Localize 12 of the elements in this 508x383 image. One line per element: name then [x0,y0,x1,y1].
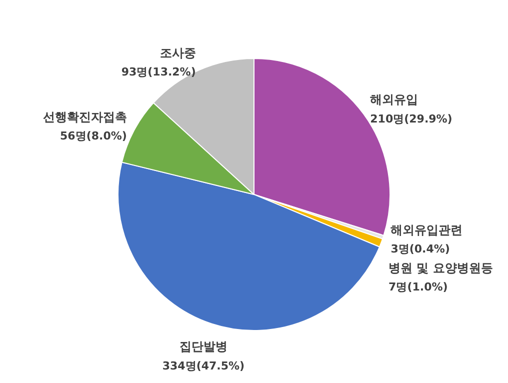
data-label: 210명(29.9%) [370,112,452,126]
slice-label: 집단발병 [179,340,228,354]
slice-label: 병원 및 요양병원등 [388,260,493,275]
data-label: 56명(8.0%) [60,130,127,143]
slice-label: 조사중 [160,46,196,60]
data-label: 7명(1.0%) [388,280,448,294]
slice-label: 해외유입관련 [390,222,463,237]
data-label: 334명(47.5%) [162,359,245,372]
data-label: 3명(0.4%) [390,242,450,256]
data-label: 93명(13.2%) [121,66,196,79]
slice-label: 선행확진자접촉 [42,110,127,124]
slice-label: 해외유입 [370,92,418,107]
